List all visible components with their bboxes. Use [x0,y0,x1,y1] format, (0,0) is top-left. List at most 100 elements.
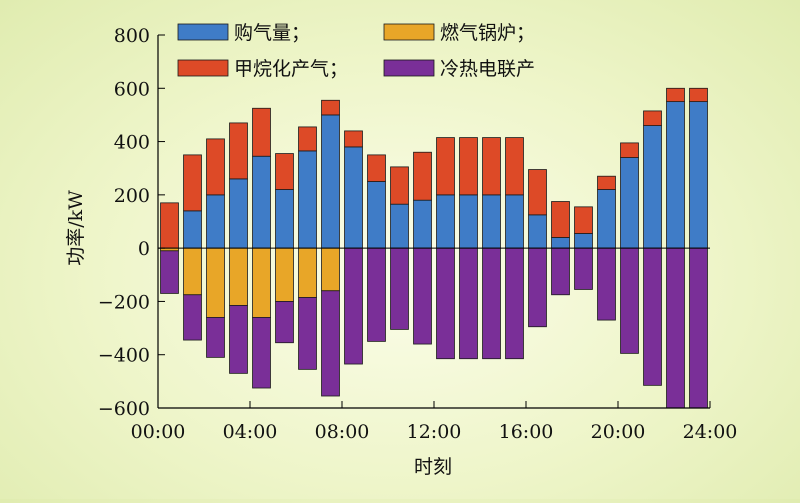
bar-cchp-h4 [229,305,248,374]
bar-methanation-h18 [551,201,570,238]
bar-gas-purchase-h5 [252,155,271,249]
bar-gas-purchase-h22 [643,125,662,249]
bar-cchp-h7 [298,297,317,370]
legend-item-gas-purchase: 购气量； [177,22,310,44]
ticks-layer: −600 −400 −200 0 200 400 600 800 00:00 04:00 08:00… [98,25,738,443]
bar-gas-boiler-h4 [229,247,248,306]
legend-swatch [177,59,229,77]
bar-gas-purchase-h20 [597,189,616,249]
bar-gas-purchase-h11 [390,203,409,249]
legend-label: 甲烷化产气； [234,58,348,80]
bar-methanation-h9 [344,130,363,148]
bar-methanation-h14 [459,137,478,196]
bar-methanation-h3 [206,138,225,196]
bar-gas-purchase-h7 [298,150,317,249]
bar-gas-purchase-h13 [436,194,455,249]
bar-gas-purchase-h23 [666,101,685,249]
x-tick-label: 00:00 [131,421,186,443]
bar-methanation-h11 [390,166,409,205]
bar-cchp-h16 [505,247,524,360]
bar-cchp-h9 [344,247,363,365]
bar-gas-boiler-h8 [321,247,340,292]
bar-cchp-h24 [689,247,708,409]
bar-gas-purchase-h16 [505,194,524,249]
bar-gas-purchase-h24 [689,101,708,249]
bar-methanation-h2 [183,154,202,212]
bar-methanation-h12 [413,151,432,201]
bar-methanation-h19 [574,206,593,234]
bar-gas-purchase-h19 [574,233,593,249]
bar-methanation-h21 [620,142,639,158]
bar-cchp-h23 [666,247,685,409]
bar-methanation-h5 [252,107,271,157]
bar-cchp-h19 [574,247,593,290]
bar-gas-boiler-h5 [252,247,271,318]
bar-cchp-h2 [183,294,202,341]
x-tick-label: 08:00 [315,421,370,443]
legend: 购气量； 燃气锅炉； 甲烷化产气； 冷热电联产 [177,22,535,80]
x-tick-label: 16:00 [499,421,554,443]
y-tick-label: −200 [98,291,150,313]
bar-gas-purchase-h18 [551,237,570,249]
bar-methanation-h17 [528,169,547,216]
bar-gas-boiler-h2 [183,247,202,296]
y-tick-label: −600 [98,398,150,420]
bar-gas-purchase-h6 [275,189,294,249]
bar-cchp-h1 [160,250,179,294]
legend-swatch [383,23,435,41]
bars-layer [160,87,708,409]
legend-swatch [383,59,435,77]
bar-gas-purchase-h4 [229,178,248,249]
legend-swatch [177,23,229,41]
y-axis-title: 功率/kW [65,190,87,266]
bar-cchp-h13 [436,247,455,360]
bar-cchp-h21 [620,247,639,354]
legend-item-gas-boiler: 燃气锅炉； [383,22,535,44]
bar-gas-purchase-h12 [413,199,432,249]
bar-methanation-h24 [689,87,708,103]
bar-methanation-h7 [298,126,317,152]
bar-gas-purchase-h2 [183,210,202,249]
bar-gas-purchase-h10 [367,181,386,249]
bar-gas-purchase-h15 [482,194,501,249]
bar-cchp-h3 [206,317,225,358]
legend-item-methanation: 甲烷化产气； [177,58,348,80]
bar-gas-boiler-h7 [298,247,317,298]
bar-methanation-h13 [436,137,455,196]
bar-cchp-h20 [597,247,616,321]
bar-cchp-h6 [275,301,294,344]
bar-methanation-h22 [643,110,662,126]
bar-cchp-h10 [367,247,386,342]
legend-label: 冷热电联产 [440,58,535,80]
bar-cchp-h14 [459,247,478,360]
y-tick-label: 600 [114,78,150,100]
bar-cchp-h8 [321,290,340,397]
bar-gas-boiler-h6 [275,247,294,302]
bar-methanation-h1 [160,202,179,249]
x-tick-label: 12:00 [407,421,462,443]
legend-label: 燃气锅炉； [440,22,535,44]
x-tick-label: 20:00 [591,421,646,443]
bar-cchp-h17 [528,247,547,328]
legend-item-cchp: 冷热电联产 [383,58,535,80]
y-tick-label: 200 [114,185,150,207]
y-tick-label: 0 [138,238,150,260]
bar-methanation-h16 [505,137,524,196]
x-tick-label: 24:00 [683,421,738,443]
x-tick-label: 04:00 [223,421,278,443]
bar-gas-purchase-h21 [620,157,639,249]
y-tick-label: 800 [114,25,150,47]
bar-methanation-h4 [229,122,248,180]
bar-gas-boiler-h3 [206,247,225,318]
bar-cchp-h22 [643,247,662,386]
bar-gas-purchase-h14 [459,194,478,249]
x-axis-title: 时刻 [414,456,452,478]
bar-methanation-h6 [275,153,294,190]
bar-gas-purchase-h9 [344,146,363,249]
bar-cchp-h12 [413,247,432,345]
bar-methanation-h20 [597,175,616,190]
bar-gas-purchase-h8 [321,114,340,249]
bar-methanation-h8 [321,99,340,116]
